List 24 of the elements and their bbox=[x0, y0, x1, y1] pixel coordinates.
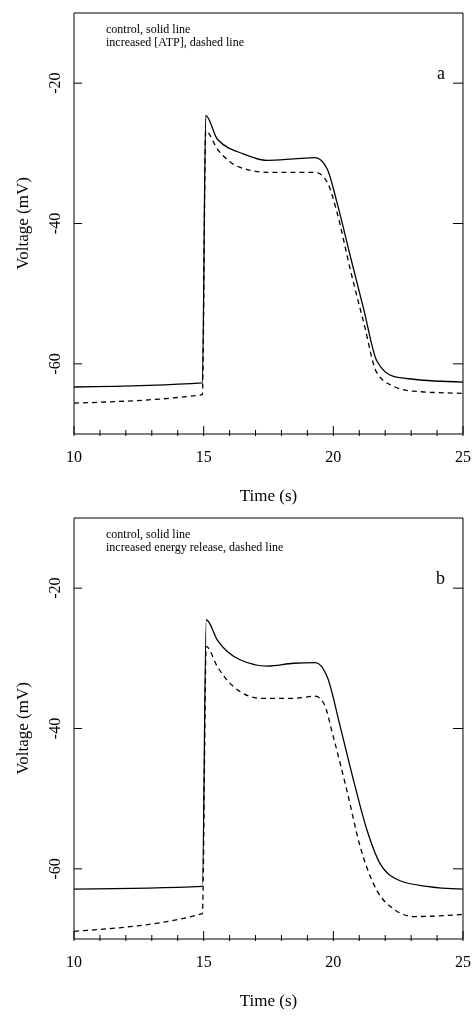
x-axis-title: Time (s) bbox=[239, 991, 298, 1010]
annotation: control, solid line bbox=[106, 22, 191, 36]
annotation: control, solid line bbox=[106, 527, 191, 541]
x-tick-label: 20 bbox=[325, 448, 342, 465]
y-tick-label: -40 bbox=[46, 212, 63, 235]
annotation: a bbox=[437, 63, 445, 84]
x-tick-label: 15 bbox=[195, 953, 212, 970]
x-tick-label: 20 bbox=[325, 953, 342, 970]
x-tick-label: 10 bbox=[66, 953, 82, 970]
annotation: increased [ATP], dashed line bbox=[106, 35, 244, 49]
annotation: b bbox=[436, 568, 445, 589]
y-tick-label: -20 bbox=[46, 577, 63, 599]
y-tick-label: -60 bbox=[46, 858, 63, 880]
x-tick-label: 15 bbox=[195, 448, 212, 465]
annotation: increased energy release, dashed line bbox=[106, 540, 284, 554]
x-tick-label: 25 bbox=[455, 953, 471, 970]
x-tick-label: 10 bbox=[66, 448, 82, 465]
x-axis-title: Time (s) bbox=[239, 486, 298, 505]
y-tick-label: -60 bbox=[46, 353, 63, 375]
y-tick-label: -20 bbox=[46, 72, 63, 94]
y-axis-title: Voltage (mV) bbox=[13, 682, 33, 775]
y-tick-label: -40 bbox=[46, 717, 63, 740]
x-tick-label: 25 bbox=[455, 448, 471, 465]
y-axis-title: Voltage (mV) bbox=[13, 177, 33, 270]
